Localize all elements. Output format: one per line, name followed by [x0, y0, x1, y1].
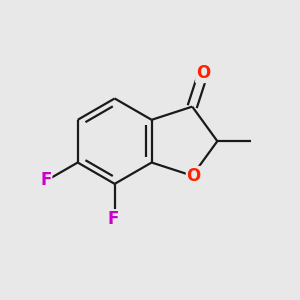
Text: F: F	[107, 210, 119, 228]
Text: O: O	[187, 167, 201, 185]
Text: O: O	[196, 64, 210, 82]
Text: F: F	[40, 171, 52, 189]
